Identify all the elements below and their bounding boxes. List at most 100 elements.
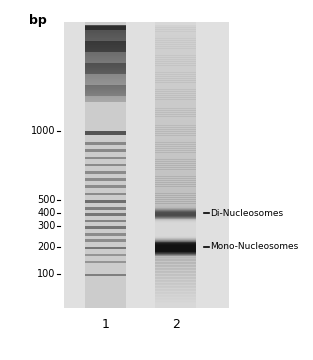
- Bar: [155, 237, 197, 240]
- Bar: [155, 201, 197, 203]
- Bar: [85, 63, 126, 65]
- Bar: [155, 203, 197, 206]
- Bar: [155, 292, 197, 294]
- Bar: [85, 85, 126, 86]
- Bar: [85, 42, 126, 44]
- Bar: [155, 244, 197, 247]
- Bar: [155, 284, 197, 287]
- Bar: [85, 87, 126, 89]
- Bar: [155, 269, 197, 272]
- Bar: [155, 251, 197, 253]
- Bar: [155, 213, 197, 215]
- Bar: [155, 80, 197, 82]
- Bar: [155, 48, 197, 50]
- Bar: [155, 35, 197, 37]
- Bar: [155, 251, 197, 254]
- Bar: [85, 29, 126, 31]
- Bar: [155, 238, 197, 241]
- Bar: [155, 91, 197, 94]
- Bar: [155, 249, 197, 252]
- Bar: [155, 90, 197, 92]
- Bar: [85, 60, 126, 61]
- Bar: [85, 88, 126, 90]
- Bar: [155, 123, 197, 126]
- Bar: [155, 211, 197, 213]
- Bar: [85, 30, 126, 31]
- Bar: [85, 67, 126, 69]
- Bar: [85, 220, 126, 222]
- Bar: [85, 142, 126, 145]
- Bar: [155, 205, 197, 207]
- Bar: [155, 293, 197, 296]
- Bar: [155, 243, 197, 246]
- Bar: [155, 95, 197, 98]
- Bar: [85, 55, 126, 56]
- Bar: [155, 22, 197, 308]
- Bar: [155, 178, 197, 181]
- Bar: [85, 53, 126, 54]
- Bar: [155, 268, 197, 270]
- Bar: [155, 254, 197, 257]
- Bar: [155, 245, 197, 248]
- Bar: [155, 217, 197, 219]
- Bar: [85, 261, 126, 263]
- Bar: [155, 242, 197, 245]
- Bar: [155, 239, 197, 242]
- Bar: [155, 173, 197, 175]
- Bar: [155, 286, 197, 288]
- Text: 1: 1: [102, 318, 110, 330]
- Bar: [155, 208, 197, 210]
- Bar: [85, 27, 126, 28]
- Bar: [85, 45, 126, 47]
- Bar: [155, 61, 197, 64]
- Bar: [155, 195, 197, 198]
- Bar: [155, 242, 197, 244]
- Bar: [85, 26, 126, 28]
- Bar: [155, 237, 197, 239]
- Bar: [155, 71, 197, 73]
- Bar: [155, 97, 197, 100]
- Bar: [155, 220, 197, 222]
- Bar: [155, 116, 197, 118]
- Bar: [85, 36, 126, 37]
- Bar: [155, 44, 197, 47]
- Bar: [85, 131, 126, 135]
- Bar: [85, 74, 126, 76]
- Bar: [155, 118, 197, 120]
- Bar: [155, 199, 197, 202]
- Bar: [155, 161, 197, 164]
- Bar: [85, 46, 126, 48]
- Bar: [155, 40, 197, 43]
- Bar: [155, 84, 197, 86]
- Bar: [155, 67, 197, 69]
- Bar: [155, 125, 197, 128]
- Bar: [155, 208, 197, 211]
- Bar: [85, 75, 126, 76]
- Bar: [155, 236, 197, 238]
- Bar: [155, 72, 197, 75]
- Bar: [155, 283, 197, 285]
- Bar: [155, 133, 197, 135]
- Bar: [85, 44, 126, 46]
- Bar: [85, 86, 126, 88]
- Bar: [155, 254, 197, 256]
- Bar: [155, 264, 197, 266]
- Bar: [155, 206, 197, 208]
- Bar: [155, 135, 197, 138]
- Bar: [155, 127, 197, 130]
- Bar: [85, 64, 126, 66]
- Bar: [155, 107, 197, 109]
- Bar: [85, 41, 126, 43]
- Bar: [155, 114, 197, 117]
- Bar: [155, 257, 197, 260]
- Bar: [155, 175, 197, 177]
- Bar: [85, 247, 126, 249]
- Bar: [85, 28, 126, 30]
- Bar: [155, 87, 197, 90]
- Bar: [155, 217, 197, 220]
- Bar: [155, 256, 197, 258]
- Bar: [155, 257, 197, 260]
- Bar: [155, 244, 197, 246]
- Bar: [155, 184, 197, 186]
- Bar: [85, 52, 126, 53]
